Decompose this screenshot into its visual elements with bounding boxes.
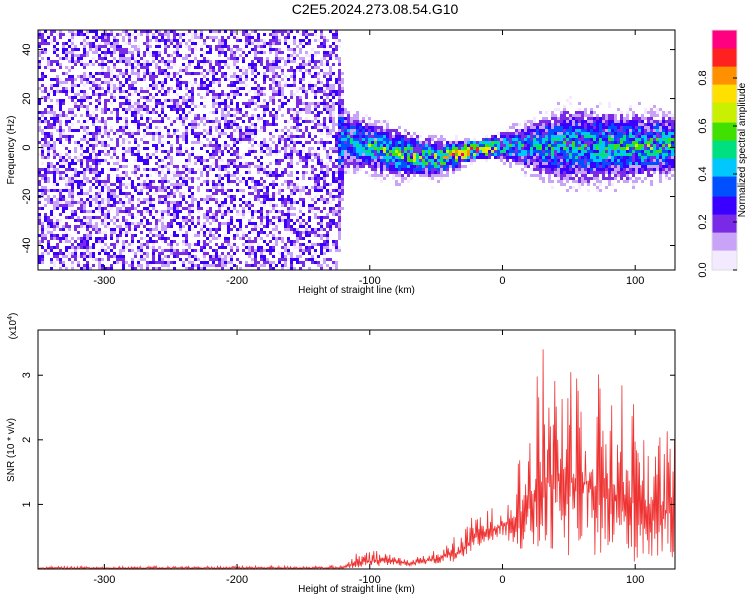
spectrogram-frame [37, 29, 676, 271]
x-tick-label: 0 [499, 574, 505, 586]
x-tick-label: -200 [226, 275, 248, 287]
x-tick-label: 0 [499, 275, 505, 287]
colorbar-tick-label: 0.4 [697, 166, 709, 181]
x-tick-label: -100 [359, 574, 381, 586]
snr-series-line [38, 349, 675, 569]
colorbar-tick-label: 0.6 [697, 118, 709, 133]
y-tick-label: -40 [21, 238, 33, 254]
y-tick-label: 0 [21, 144, 33, 150]
colorbar-tick-label: 0.2 [697, 214, 709, 229]
chart-title: C2E5.2024.273.08.54.G10 [291, 1, 459, 17]
y-multiplier-label: (x104) [7, 313, 19, 340]
x-axis-label: Height of straight line (km) [298, 285, 415, 296]
snr-frame [37, 329, 676, 570]
colorbar-label: Normalized spectral amplitude [737, 82, 748, 217]
y-axis-label: Frequency (Hz) [6, 116, 17, 185]
y-tick-label: 40 [21, 43, 33, 55]
spectrogram-cells [38, 30, 675, 270]
x-tick-label: -300 [93, 574, 115, 586]
x-tick-label: -300 [93, 275, 115, 287]
x-tick-label: 100 [626, 574, 644, 586]
y-axis-label: SNR (10 * v/v) [6, 418, 17, 482]
y-tick-label: 2 [21, 437, 33, 443]
colorbar: 0.0 0.2 0.4 0.6 0.8 Normalized spectral ampli… [697, 29, 748, 278]
colorbar-tick-label: 0.0 [697, 262, 709, 277]
x-tick-label: 100 [626, 275, 644, 287]
x-tick-label: -200 [226, 574, 248, 586]
y-tick-label: 1 [21, 501, 33, 507]
x-tick-label: -100 [359, 275, 381, 287]
y-tick-label: 20 [21, 92, 33, 104]
x-axis-label: Height of straight line (km) [298, 584, 415, 595]
colorbar-tick-label: 0.8 [697, 70, 709, 85]
y-tick-label: 3 [21, 372, 33, 378]
y-tick-label: -20 [21, 189, 33, 205]
